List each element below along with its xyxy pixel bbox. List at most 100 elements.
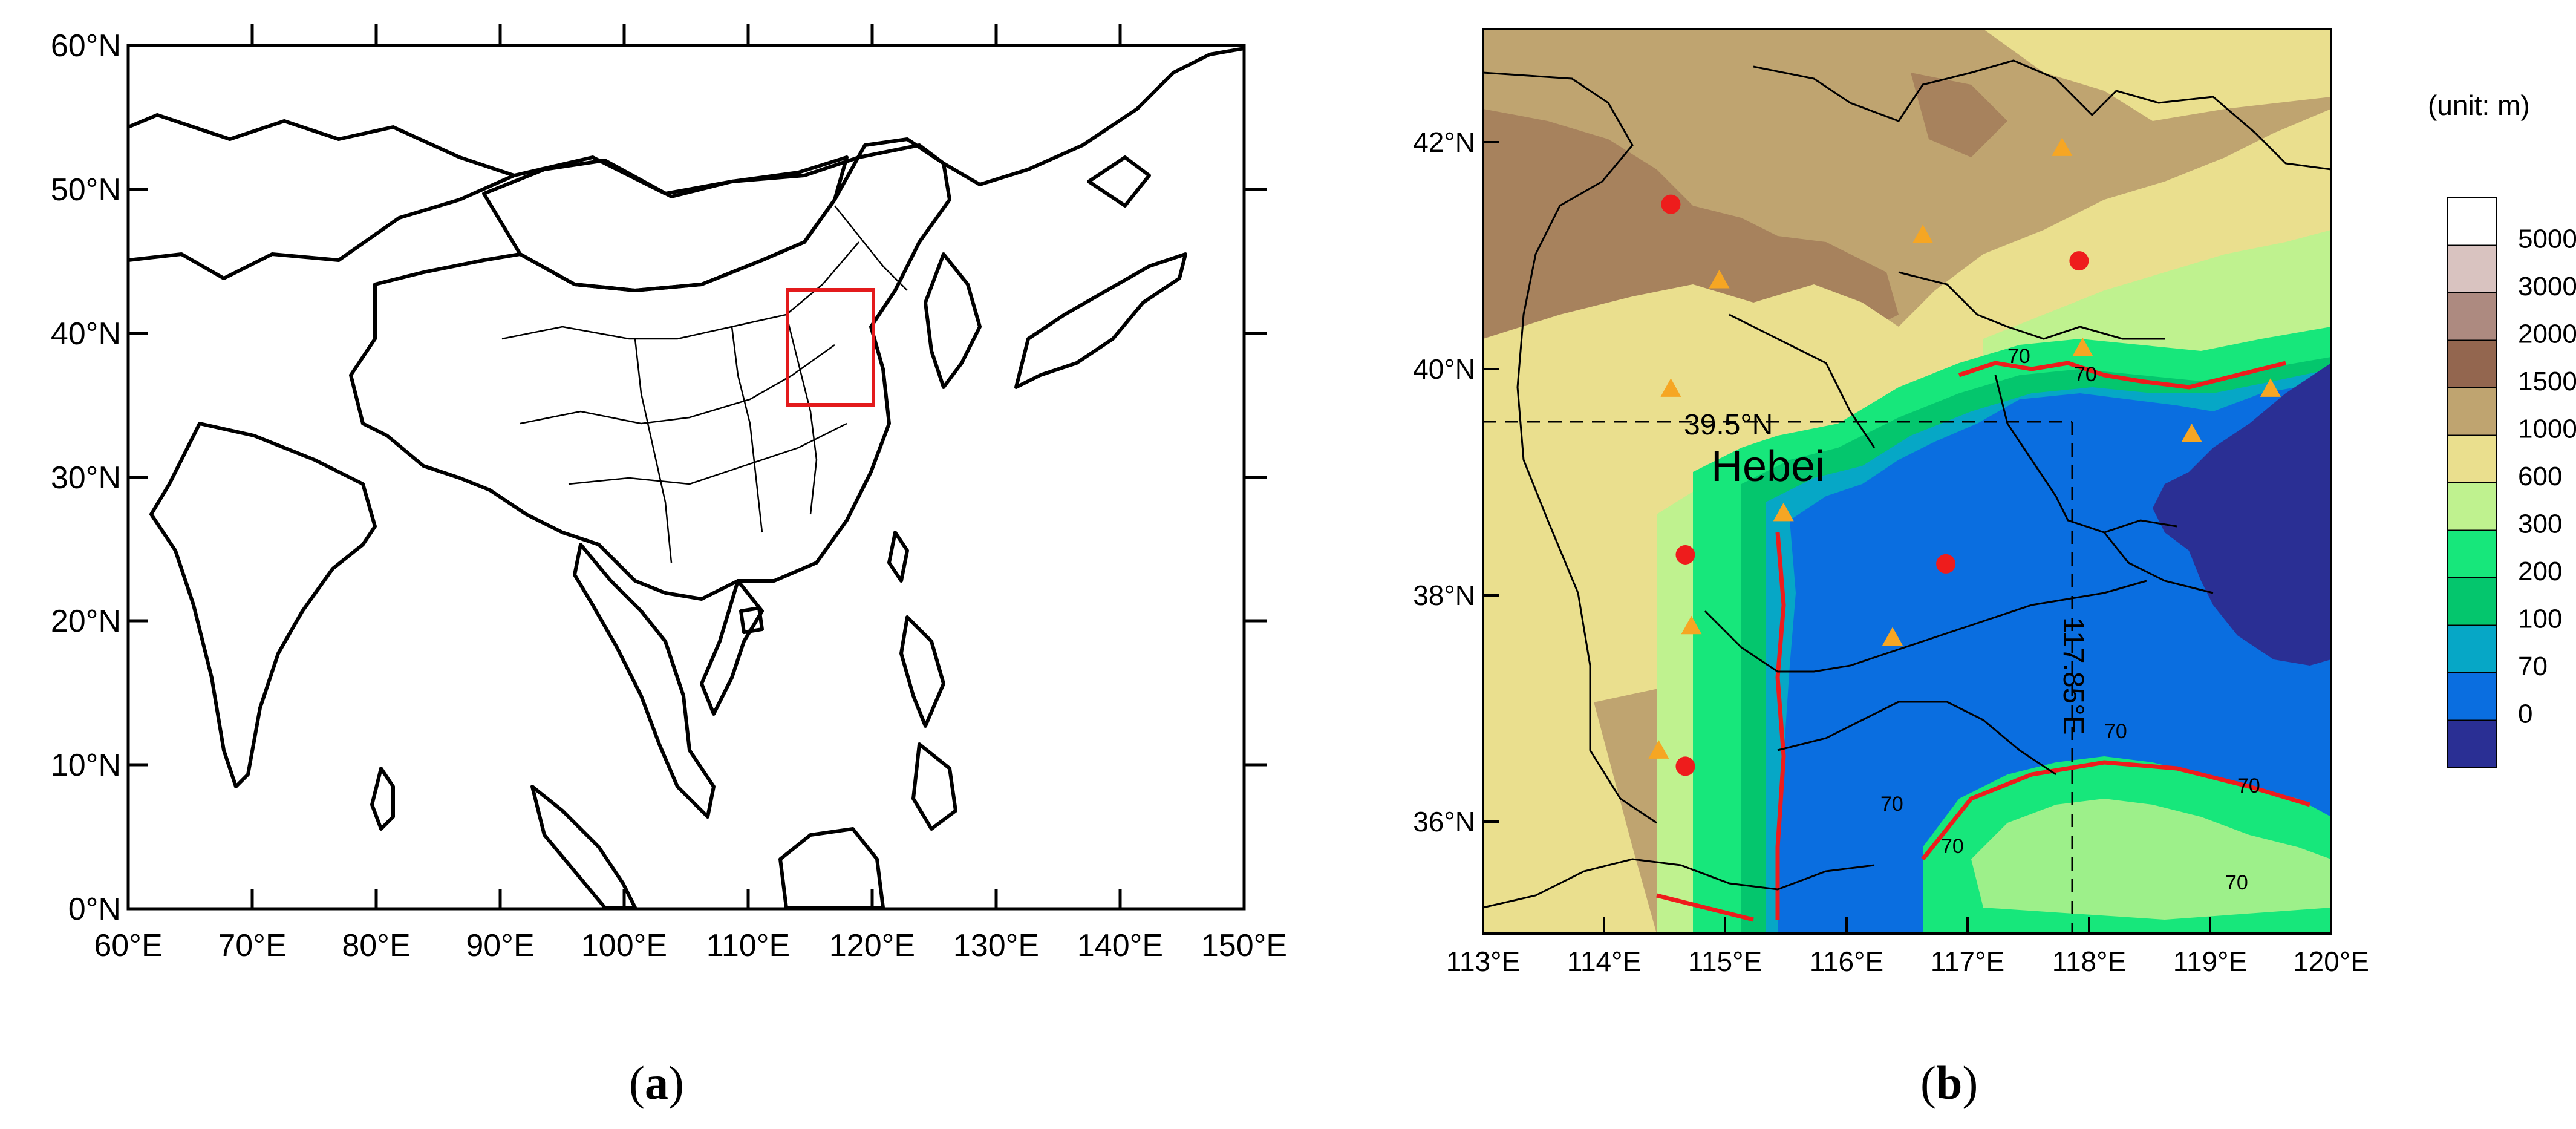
lat-label: 36°N (1413, 806, 1475, 837)
province-borders (501, 205, 908, 563)
lon-label: 117°E (1931, 946, 2004, 977)
study-area-box (786, 288, 875, 407)
panel-a-lat-labels: 60°N 50°N 40°N 30°N 20°N 10°N 0°N (51, 28, 121, 927)
caption-b-letter: b (1935, 1056, 1963, 1109)
lat-label: 42°N (1413, 126, 1475, 158)
lon-label: 90°E (466, 928, 534, 963)
legend-swatch (2447, 672, 2497, 721)
station-red-circle (1675, 545, 1695, 564)
legend-label: 100 (2518, 604, 2562, 634)
legend-label: 0 (2518, 699, 2532, 729)
panel-a-ticks (126, 24, 1267, 909)
lon-label: 113°E (1446, 946, 1520, 977)
legend-swatch (2447, 624, 2497, 673)
panel-b-lon-labels: 113°E 114°E 115°E 116°E 117°E 118°E 119°… (1446, 946, 2369, 977)
caption-a: (a) (629, 1056, 684, 1109)
lon-label: 70°E (218, 928, 286, 963)
legend-swatch (2447, 387, 2497, 436)
lon-label: 150°E (1201, 928, 1287, 963)
station-orange-triangle (1912, 224, 1934, 243)
legend-label: 300 (2518, 509, 2562, 539)
lat-label: 40°N (51, 316, 121, 352)
legend-swatch (2447, 292, 2497, 341)
station-orange-triangle (1882, 627, 1903, 646)
region-label-hebei: Hebei (1711, 442, 1825, 491)
country-borders (127, 47, 1245, 909)
lat-label: 10°N (51, 748, 121, 783)
contour-label: 70 (2104, 720, 2127, 743)
lon-label: 120°E (829, 928, 915, 963)
station-orange-triangle (1773, 502, 1794, 522)
lon-label: 110°E (706, 928, 790, 963)
station-red-circle (1661, 194, 1681, 214)
legend-label: 200 (2518, 557, 2562, 586)
lon-label: 120°E (2293, 946, 2369, 977)
station-orange-triangle (2052, 137, 2073, 156)
legend-label: 2000 (2518, 319, 2576, 349)
station-red-circle (1936, 554, 1956, 574)
panel-b-ticks (1483, 141, 2211, 934)
lon-label: 100°E (581, 928, 667, 963)
lat-label: 0°N (68, 892, 121, 927)
contour-70m-markings (1656, 361, 2311, 922)
station-orange-triangle (1681, 615, 1702, 635)
lat-label: 60°N (51, 28, 121, 64)
station-orange-triangle (2260, 378, 2281, 397)
panel-a-map: 60°N 50°N 40°N 30°N 20°N 10°N 0°N 60°E 7… (51, 24, 1287, 963)
contour-label: 70 (1941, 835, 1964, 858)
panel-a-lon-labels: 60°E 70°E 80°E 90°E 100°E 110°E 120°E 13… (94, 928, 1287, 963)
station-orange-triangle (2181, 424, 2202, 442)
panel-b-lat-labels: 42°N 40°N 38°N 36°N (1413, 126, 1475, 837)
guide-lines (1483, 421, 2073, 934)
elevation-legend: 5000 3000 2000 1500 1000 600 300 200 100 70 0 (2447, 197, 2576, 768)
caption-b: (b) (1920, 1056, 1978, 1109)
lon-label: 119°E (2173, 946, 2247, 977)
panel-b-frame (1482, 28, 2332, 935)
station-orange-triangle (1660, 378, 1681, 397)
legend-swatch (2447, 577, 2497, 626)
legend-label: 1500 (2518, 367, 2576, 396)
legend-label: 3000 (2518, 272, 2576, 301)
legend-swatch (2447, 197, 2497, 246)
lat-label: 38°N (1413, 580, 1475, 611)
panel-b-map: 70 70 70 70 70 70 70 39.5°N Hebei 117.85… (1413, 28, 2576, 977)
legend-swatch (2447, 434, 2497, 483)
legend-swatch (2447, 244, 2497, 293)
lon-label: 116°E (1810, 946, 1883, 977)
station-red-circle (1675, 756, 1695, 776)
station-orange-triangle (1709, 269, 1730, 289)
contour-label: 70 (2225, 871, 2248, 894)
lat-label: 30°N (51, 460, 121, 496)
lon-line-label: 117.85°E (2057, 617, 2089, 735)
lon-label: 114°E (1567, 946, 1641, 977)
elevation-map (1483, 29, 2331, 934)
legend-swatch (2447, 482, 2497, 531)
lat-line-label: 39.5°N (1684, 409, 1773, 441)
lon-label: 130°E (953, 928, 1039, 963)
contour-label: 70 (2237, 774, 2260, 797)
legend-swatch (2447, 529, 2497, 578)
contour-label: 70 (2007, 345, 2030, 368)
lon-label: 60°E (94, 928, 162, 963)
lat-label: 20°N (51, 604, 121, 639)
lon-label: 118°E (2052, 946, 2126, 977)
contour-label: 70 (1880, 793, 1903, 816)
legend-unit: (unit: m) (2428, 90, 2530, 121)
legend-label: 600 (2518, 462, 2562, 491)
lon-label: 140°E (1077, 928, 1163, 963)
lon-label: 115°E (1688, 946, 1762, 977)
legend-label: 70 (2518, 652, 2548, 681)
lon-label: 80°E (342, 928, 410, 963)
station-markers (1648, 137, 2281, 776)
legend-swatch (2447, 719, 2497, 768)
legend-label: 5000 (2518, 224, 2576, 254)
station-orange-triangle (2072, 337, 2093, 356)
panel-a-frame (126, 44, 1246, 911)
contour-label: 70 (2074, 363, 2097, 386)
station-orange-triangle (1648, 740, 1669, 759)
lat-label: 40°N (1413, 353, 1475, 385)
province-borders-b (1482, 59, 2332, 909)
legend-label: 1000 (2518, 414, 2576, 444)
caption-a-letter: a (644, 1056, 668, 1109)
station-red-circle (2069, 251, 2089, 271)
